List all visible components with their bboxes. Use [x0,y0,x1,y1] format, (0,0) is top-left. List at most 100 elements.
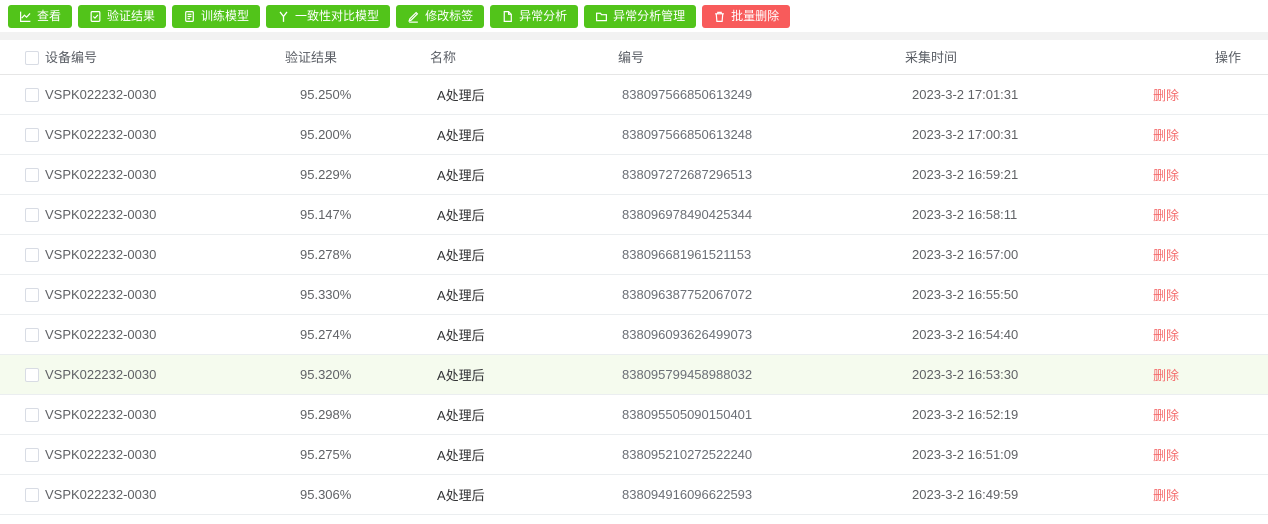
row-checkbox[interactable] [25,447,39,462]
delete-link[interactable]: 删除 [1153,367,1180,383]
result-cell: 95.278% [285,234,430,275]
toolbar-table-divider [0,32,1268,40]
batch-delete-button[interactable]: 批量删除 [702,4,791,28]
table-row: VSPK022232-0030 95.147% A处理后 83809697849… [0,194,1268,235]
delete-link[interactable]: 删除 [1153,167,1180,183]
number-cell: 838097272687296513 [618,154,905,195]
column-header-operation: 操作 [1140,40,1268,75]
anomaly-analysis-button[interactable]: 异常分析 [490,4,579,28]
time-cell: 2023-3-2 17:00:31 [905,114,1140,155]
row-checkbox[interactable] [25,287,39,302]
table-row: VSPK022232-0030 95.306% A处理后 83809491609… [0,474,1268,515]
train-model-button[interactable]: 训练模型 [172,4,261,28]
delete-link[interactable]: 删除 [1153,87,1180,103]
result-cell: 95.147% [285,194,430,235]
number-cell: 838094916096622593 [618,474,905,515]
row-checkbox[interactable] [25,127,39,142]
consistency-compare-button[interactable]: 一致性对比模型 [266,4,391,28]
number-cell: 838096093626499073 [618,314,905,355]
time-cell: 2023-3-2 17:01:31 [905,74,1140,115]
file-icon [501,10,514,23]
device-id-cell: VSPK022232-0030 [45,114,285,155]
name-cell: A处理后 [430,474,618,515]
select-all-checkbox[interactable] [25,50,39,65]
delete-link[interactable]: 删除 [1153,407,1180,423]
verify-result-button-label: 验证结果 [107,9,156,23]
time-cell: 2023-3-2 16:57:00 [905,234,1140,275]
time-cell: 2023-3-2 16:52:19 [905,394,1140,435]
header-checkbox-cell [0,40,45,75]
table-row-highlighted: VSPK022232-0030 95.320% A处理后 83809579945… [0,354,1268,395]
delete-link[interactable]: 删除 [1153,287,1180,303]
report-icon [89,10,102,23]
row-checkbox[interactable] [25,167,39,182]
result-cell: 95.229% [285,154,430,195]
column-header-time: 采集时间 [905,40,1140,75]
delete-link[interactable]: 删除 [1153,447,1180,463]
delete-link[interactable]: 删除 [1153,247,1180,263]
row-checkbox[interactable] [25,87,39,102]
time-cell: 2023-3-2 16:54:40 [905,314,1140,355]
row-checkbox[interactable] [25,327,39,342]
device-id-cell: VSPK022232-0030 [45,434,285,475]
table-row: VSPK022232-0030 95.229% A处理后 83809727268… [0,154,1268,195]
device-id-cell: VSPK022232-0030 [45,394,285,435]
column-header-number: 编号 [618,40,905,75]
verify-result-button[interactable]: 验证结果 [78,4,167,28]
modify-label-button-label: 修改标签 [425,9,474,23]
delete-link[interactable]: 删除 [1153,127,1180,143]
time-cell: 2023-3-2 16:59:21 [905,154,1140,195]
view-button[interactable]: 查看 [8,4,73,28]
time-cell: 2023-3-2 16:49:59 [905,474,1140,515]
table-row: VSPK022232-0030 95.298% A处理后 83809550509… [0,394,1268,435]
name-cell: A处理后 [430,434,618,475]
number-cell: 838095210272522240 [618,434,905,475]
device-id-cell: VSPK022232-0030 [45,154,285,195]
anomaly-analysis-manage-button-label: 异常分析管理 [613,9,686,23]
model-doc-icon [183,10,196,23]
delete-link[interactable]: 删除 [1153,207,1180,223]
row-checkbox[interactable] [25,247,39,262]
table-row: VSPK022232-0030 95.275% A处理后 83809521027… [0,434,1268,475]
delete-link[interactable]: 删除 [1153,487,1180,503]
toolbar: 查看 验证结果 训练模型 一致性对比模型 修改标签 异常分析 异常分析管理 批量… [0,0,1268,32]
number-cell: 838096387752067072 [618,274,905,315]
train-model-button-label: 训练模型 [201,9,250,23]
device-id-cell: VSPK022232-0030 [45,194,285,235]
anomaly-analysis-manage-button[interactable]: 异常分析管理 [584,4,697,28]
row-checkbox[interactable] [25,407,39,422]
number-cell: 838097566850613248 [618,114,905,155]
name-cell: A处理后 [430,154,618,195]
result-cell: 95.274% [285,314,430,355]
result-cell: 95.306% [285,474,430,515]
table-header-row: 设备编号 验证结果 名称 编号 采集时间 操作 [0,40,1268,75]
time-cell: 2023-3-2 16:51:09 [905,434,1140,475]
name-cell: A处理后 [430,314,618,355]
modify-label-button[interactable]: 修改标签 [396,4,485,28]
name-cell: A处理后 [430,274,618,315]
column-header-device: 设备编号 [45,40,285,75]
row-checkbox[interactable] [25,487,39,502]
table-row: VSPK022232-0030 95.274% A处理后 83809609362… [0,314,1268,355]
device-id-cell: VSPK022232-0030 [45,354,285,395]
device-id-cell: VSPK022232-0030 [45,314,285,355]
trash-icon [713,10,726,23]
device-id-cell: VSPK022232-0030 [45,74,285,115]
number-cell: 838095505090150401 [618,394,905,435]
number-cell: 838097566850613249 [618,74,905,115]
column-header-result: 验证结果 [285,40,430,75]
row-checkbox[interactable] [25,207,39,222]
edit-pencil-icon [407,10,420,23]
delete-link[interactable]: 删除 [1153,327,1180,343]
anomaly-analysis-button-label: 异常分析 [519,9,568,23]
row-checkbox[interactable] [25,367,39,382]
results-table: 设备编号 验证结果 名称 编号 采集时间 操作 VSPK022232-0030 … [0,40,1268,515]
device-id-cell: VSPK022232-0030 [45,274,285,315]
number-cell: 838096681961521153 [618,234,905,275]
number-cell: 838095799458988032 [618,354,905,395]
chart-line-icon [19,10,32,23]
folder-icon [595,10,608,23]
result-cell: 95.275% [285,434,430,475]
name-cell: A处理后 [430,194,618,235]
name-cell: A处理后 [430,114,618,155]
